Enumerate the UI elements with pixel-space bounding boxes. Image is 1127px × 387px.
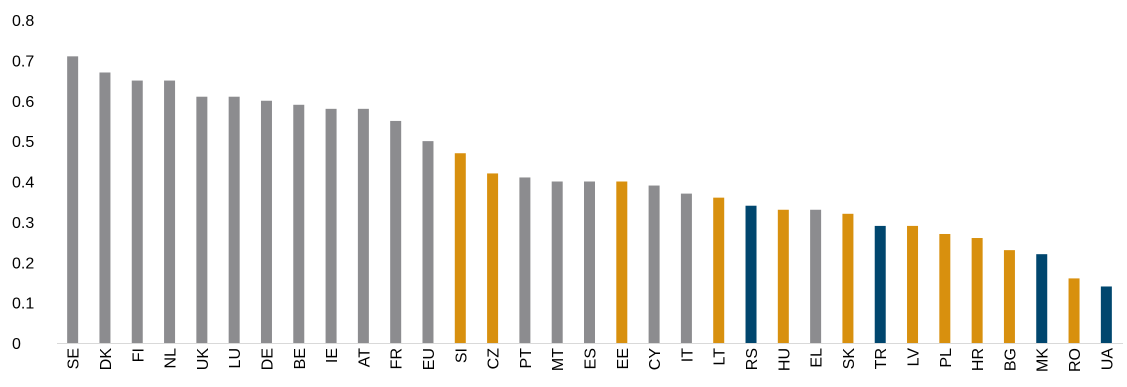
bar-rs — [745, 205, 757, 343]
bar-dk — [99, 72, 111, 344]
x-tick-label: LT — [712, 348, 729, 366]
bar-pl — [939, 233, 951, 343]
bar-bg — [1003, 250, 1015, 343]
bar-si — [454, 153, 466, 343]
x-tick-label: LV — [906, 348, 923, 367]
x-tick-label: EU — [421, 348, 438, 370]
x-tick-label: CZ — [486, 348, 503, 370]
bar-be — [293, 104, 305, 343]
x-tick-label: UK — [195, 348, 212, 371]
x-tick-label: SK — [841, 348, 858, 370]
bar-de — [260, 100, 272, 343]
x-tick-label: LU — [227, 348, 244, 368]
x-tick-label: RS — [744, 348, 761, 370]
x-tick-label: FI — [130, 348, 147, 362]
x-tick-label: MT — [550, 348, 567, 371]
bar-lu — [228, 96, 240, 344]
bar-uk — [196, 96, 208, 344]
y-tick-label: 0.3 — [12, 215, 34, 232]
bar-se — [67, 56, 79, 344]
bar-pt — [519, 177, 531, 343]
bar-eu — [422, 141, 434, 344]
y-tick-label: 0 — [12, 336, 21, 353]
x-tick-label: SE — [66, 348, 83, 369]
bar-hr — [971, 238, 983, 343]
y-tick-label: 0.4 — [12, 175, 34, 192]
bar-es — [584, 181, 595, 343]
bar-sk — [842, 213, 854, 343]
x-tick-label: UA — [1099, 348, 1116, 371]
bar-lt — [713, 197, 725, 343]
bar-fr — [390, 120, 402, 343]
bar-ro — [1068, 278, 1080, 343]
bar-fi — [131, 80, 143, 343]
x-axis-ticks: SE DK FI NL UK LU DE BE IE AT FR EU SI CZ PT MT ES EE CY IT… — [66, 348, 1117, 372]
bar-mt — [551, 181, 563, 343]
bar-at — [357, 108, 369, 343]
x-tick-label: BG — [1002, 348, 1019, 371]
x-tick-label: IT — [679, 348, 696, 362]
x-tick-label: RO — [1067, 348, 1084, 372]
x-tick-label: MK — [1035, 348, 1052, 372]
bar-lv — [907, 225, 919, 343]
y-tick-label: 0.6 — [12, 94, 34, 111]
x-tick-label: IE — [324, 348, 341, 363]
bars — [67, 56, 1112, 344]
x-tick-label: HU — [776, 348, 793, 371]
x-tick-label: NL — [163, 348, 180, 369]
x-tick-label: SI — [453, 348, 470, 363]
y-axis-ticks: 0 0.1 0.2 0.3 0.4 0.5 0.6 0.7 0.8 — [12, 13, 34, 353]
bar-tr — [874, 225, 886, 343]
x-tick-label: AT — [356, 348, 373, 367]
bar-nl — [164, 80, 176, 343]
bar-mk — [1036, 254, 1048, 343]
x-tick-label: FR — [389, 348, 406, 369]
bar-ie — [325, 108, 337, 343]
y-tick-label: 0.2 — [12, 255, 34, 272]
x-tick-label: TR — [873, 348, 890, 369]
x-tick-label: PT — [518, 348, 535, 369]
y-tick-label: 0.8 — [12, 13, 34, 30]
x-tick-label: CY — [647, 348, 664, 371]
bar-cy — [648, 185, 660, 343]
x-tick-label: ES — [583, 348, 600, 369]
bar-it — [680, 193, 692, 343]
x-tick-label: BE — [292, 348, 309, 369]
bar-ee — [616, 181, 628, 343]
y-tick-label: 0.7 — [12, 53, 34, 70]
bar-hu — [777, 209, 789, 343]
x-tick-label: DK — [98, 348, 115, 371]
y-tick-label: 0.5 — [12, 134, 34, 151]
bar-ua — [1100, 286, 1112, 343]
x-tick-label: EE — [615, 348, 632, 369]
bar-cz — [487, 173, 499, 343]
y-tick-label: 0.1 — [12, 296, 34, 313]
x-tick-label: HR — [970, 348, 987, 371]
bar-el — [810, 209, 822, 343]
x-tick-label: EL — [809, 348, 826, 368]
x-tick-label: PL — [938, 348, 955, 368]
x-tick-label: DE — [259, 348, 276, 370]
